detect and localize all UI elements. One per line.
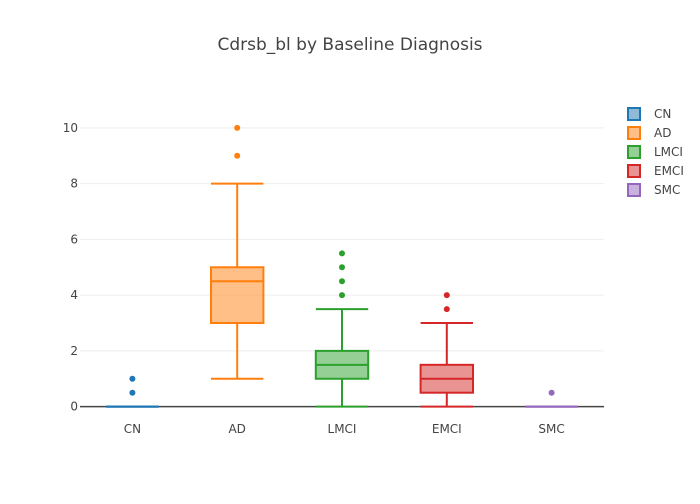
chart-title: Cdrsb_bl by Baseline Diagnosis	[217, 35, 482, 55]
x-tick-label: AD	[228, 422, 245, 436]
x-tick-label: LMCI	[328, 422, 357, 436]
outlier-point	[339, 250, 345, 257]
box-ad	[210, 124, 265, 380]
legend-swatch	[627, 107, 641, 121]
x-axis-ticks: CN AD LMCI EMCI SMC	[124, 422, 565, 436]
legend-label: SMC	[654, 183, 680, 197]
outlier-point	[129, 389, 136, 396]
legend-swatch	[627, 126, 641, 140]
legend-label: AD	[654, 126, 671, 140]
box-emci	[419, 292, 475, 408]
y-axis-ticks: 0 2 4 6 8 10	[63, 121, 78, 414]
x-tick-label: SMC	[538, 422, 564, 436]
legend: CN AD LMCI EMCI SMC	[627, 107, 684, 197]
box-lmci	[314, 250, 370, 408]
y-tick-label: 10	[63, 121, 78, 135]
outlier-point	[339, 278, 345, 285]
legend-label: CN	[654, 107, 671, 121]
y-tick-label: 4	[70, 288, 78, 302]
legend-swatch	[627, 164, 641, 178]
box-cn	[106, 375, 159, 408]
y-tick-label: 6	[70, 232, 78, 246]
y-tick-label: 8	[70, 177, 78, 191]
legend-swatch	[627, 183, 641, 197]
outlier-point	[234, 152, 241, 159]
y-tick-label: 2	[70, 344, 78, 358]
outlier-point	[339, 264, 345, 271]
boxes	[106, 124, 578, 408]
outlier-point	[339, 292, 345, 299]
outlier-point	[443, 292, 450, 299]
x-tick-label: CN	[124, 422, 141, 436]
box-body	[210, 266, 265, 325]
legend-item-lmci: LMCI	[627, 145, 683, 159]
legend-item-ad: AD	[627, 126, 671, 140]
legend-item-smc: SMC	[627, 183, 680, 197]
legend-swatch	[627, 145, 641, 159]
box-smc	[525, 389, 578, 408]
y-tick-label: 0	[70, 400, 78, 414]
legend-item-emci: EMCI	[627, 164, 684, 178]
x-tick-label: EMCI	[432, 422, 462, 436]
outlier-point	[443, 306, 450, 313]
legend-item-cn: CN	[627, 107, 671, 121]
outlier-point	[234, 124, 241, 131]
outlier-point	[129, 375, 136, 382]
legend-label: EMCI	[654, 164, 684, 178]
legend-label: LMCI	[654, 145, 683, 159]
outlier-point	[548, 389, 555, 396]
